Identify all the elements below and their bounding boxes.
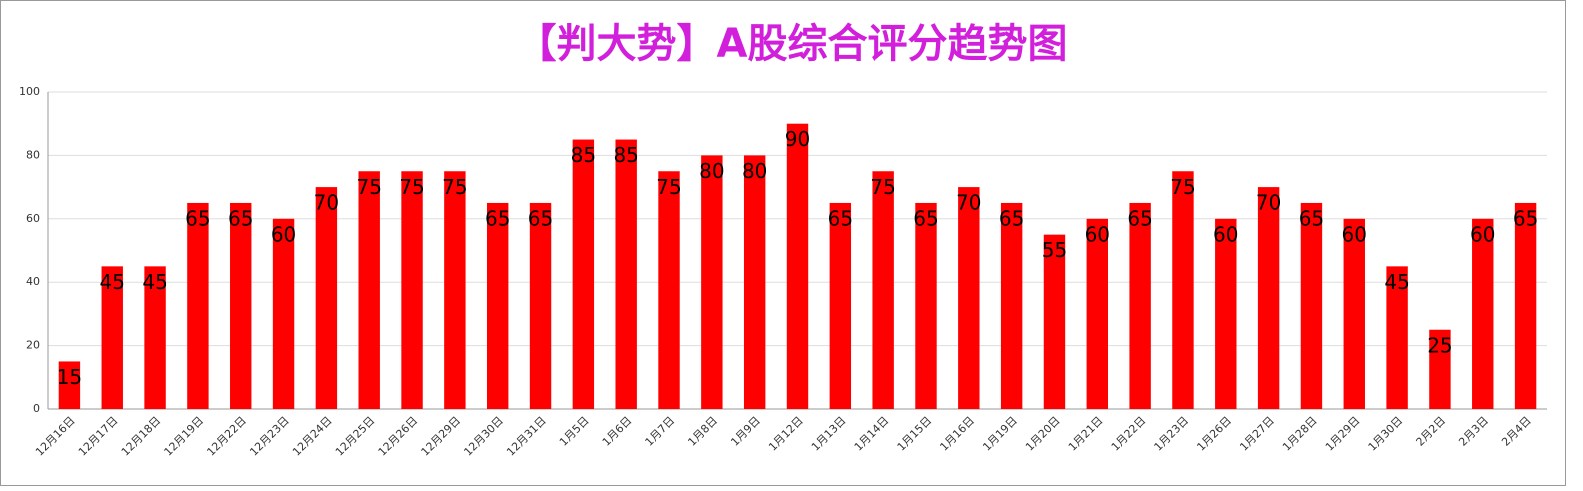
chart-title: 【判大势】A股综合评分趋势图 (517, 21, 1068, 67)
bar (529, 202, 552, 409)
y-tick-label: 0 (33, 402, 40, 415)
bar (1172, 171, 1194, 409)
bar (230, 202, 252, 409)
bar (272, 218, 295, 409)
bar (1472, 218, 1494, 409)
value-label: 80 (699, 159, 724, 183)
value-label: 75 (442, 175, 467, 199)
value-label: 85 (571, 143, 596, 167)
y-tick-label: 80 (26, 148, 40, 161)
value-label: 70 (1256, 191, 1281, 215)
value-label: 75 (1170, 175, 1195, 199)
bar (444, 171, 466, 409)
value-label: 65 (485, 206, 510, 230)
bar (358, 171, 380, 409)
value-label: 65 (1513, 206, 1538, 230)
value-label: 45 (142, 270, 167, 294)
value-label: 60 (1342, 222, 1367, 246)
value-label: 15 (57, 365, 82, 389)
bar (1343, 218, 1365, 409)
bar (615, 139, 637, 410)
value-label: 75 (656, 175, 681, 199)
y-tick-label: 100 (19, 85, 40, 98)
bar (658, 171, 680, 409)
value-label: 75 (870, 175, 895, 199)
bar (829, 202, 852, 409)
value-label: 65 (228, 206, 253, 230)
value-label: 60 (1085, 222, 1110, 246)
bar (486, 202, 509, 409)
value-label: 85 (613, 143, 638, 167)
bar (1215, 218, 1237, 409)
value-label: 75 (399, 175, 424, 199)
value-label: 25 (1427, 333, 1452, 357)
value-label: 65 (828, 206, 853, 230)
bar (786, 123, 809, 409)
bar (701, 155, 723, 409)
bar (401, 171, 423, 409)
y-tick-label: 40 (26, 275, 40, 288)
value-label: 65 (1127, 206, 1152, 230)
bar (58, 361, 81, 409)
bar (1086, 218, 1109, 409)
value-label: 65 (913, 206, 938, 230)
value-label: 60 (271, 222, 296, 246)
value-label: 45 (100, 270, 125, 294)
value-label: 60 (1213, 222, 1238, 246)
bar (743, 155, 766, 409)
bar (1300, 202, 1323, 409)
bar (144, 266, 166, 409)
value-label: 65 (1299, 206, 1324, 230)
bar (1429, 329, 1451, 409)
bar (1129, 202, 1151, 409)
bar (1000, 202, 1023, 409)
value-label: 75 (356, 175, 381, 199)
value-label: 65 (528, 206, 553, 230)
bar (1514, 202, 1537, 409)
value-label: 60 (1470, 222, 1495, 246)
value-label: 55 (1042, 238, 1067, 262)
value-label: 45 (1384, 270, 1409, 294)
bar (915, 202, 937, 409)
bar (1257, 187, 1280, 409)
y-tick-label: 20 (26, 339, 40, 352)
value-label: 65 (999, 206, 1024, 230)
bar (958, 187, 980, 409)
value-label: 70 (314, 191, 339, 215)
value-label: 80 (742, 159, 767, 183)
value-label: 70 (956, 191, 981, 215)
bar (315, 187, 338, 409)
bar (1043, 234, 1066, 409)
value-label: 65 (185, 206, 210, 230)
bar (872, 171, 894, 409)
bar (1386, 266, 1408, 409)
bar (101, 266, 123, 409)
bar (572, 139, 595, 410)
bar (187, 202, 209, 409)
value-label: 90 (785, 127, 810, 151)
y-tick-label: 60 (26, 212, 40, 225)
